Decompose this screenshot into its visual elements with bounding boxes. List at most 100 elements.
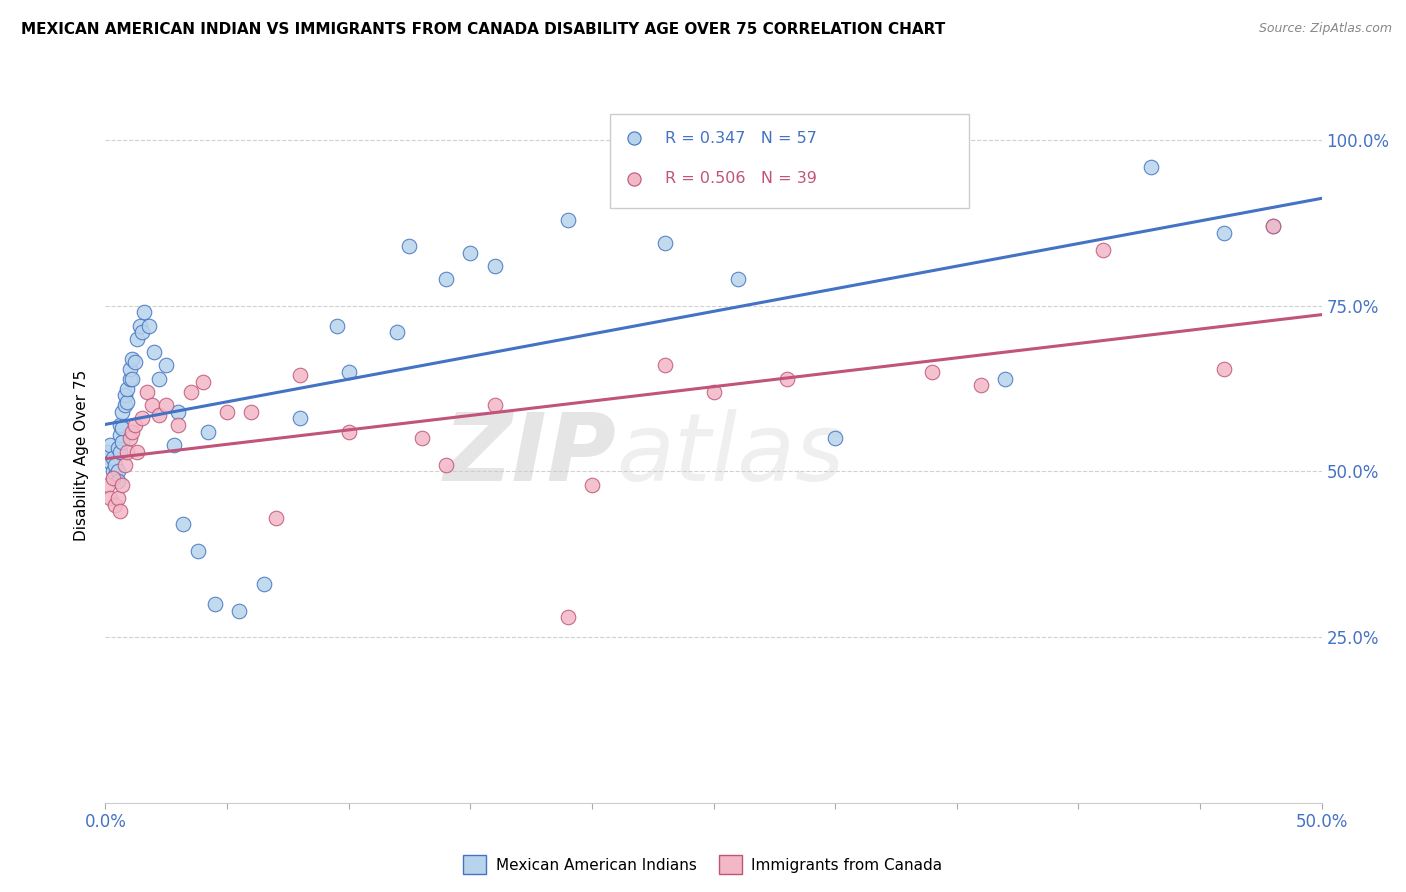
- Text: ZIP: ZIP: [443, 409, 616, 501]
- Point: [118, 431, 141, 445]
- Point: [121, 425, 143, 439]
- Point: [167, 405, 190, 419]
- Point: [994, 372, 1017, 386]
- Point: [118, 372, 141, 386]
- Point: [124, 418, 146, 433]
- FancyBboxPatch shape: [610, 114, 969, 208]
- Text: Source: ZipAtlas.com: Source: ZipAtlas.com: [1258, 22, 1392, 36]
- Point: [134, 305, 156, 319]
- Point: [411, 431, 433, 445]
- Point: [107, 465, 129, 479]
- Point: [107, 475, 129, 489]
- Point: [98, 491, 121, 505]
- Point: [101, 471, 124, 485]
- Point: [148, 408, 170, 422]
- Point: [155, 359, 177, 373]
- Point: [162, 438, 184, 452]
- Point: [1261, 219, 1284, 234]
- Point: [141, 398, 163, 412]
- Point: [143, 345, 166, 359]
- Point: [484, 259, 506, 273]
- Point: [458, 245, 481, 260]
- Point: [104, 458, 127, 472]
- Legend: Mexican American Indians, Immigrants from Canada: Mexican American Indians, Immigrants fro…: [457, 849, 949, 880]
- Point: [288, 368, 311, 383]
- Point: [108, 444, 131, 458]
- Point: [124, 355, 146, 369]
- Point: [114, 458, 136, 472]
- Point: [121, 372, 143, 386]
- Point: [101, 465, 124, 479]
- Text: R = 0.347   N = 57: R = 0.347 N = 57: [665, 131, 817, 146]
- Point: [114, 398, 136, 412]
- Point: [114, 388, 136, 402]
- Point: [101, 451, 124, 466]
- Point: [107, 442, 129, 456]
- Point: [104, 498, 127, 512]
- Point: [557, 610, 579, 624]
- Point: [128, 318, 150, 333]
- Point: [125, 332, 148, 346]
- Point: [111, 477, 134, 491]
- Point: [98, 454, 121, 468]
- Point: [970, 378, 993, 392]
- Text: R = 0.506   N = 39: R = 0.506 N = 39: [665, 171, 817, 186]
- Point: [824, 431, 846, 445]
- Point: [111, 421, 134, 435]
- Point: [125, 444, 148, 458]
- Point: [921, 365, 943, 379]
- Point: [148, 372, 170, 386]
- Point: [240, 405, 263, 419]
- Point: [135, 384, 157, 399]
- Point: [337, 365, 360, 379]
- Point: [204, 597, 226, 611]
- Point: [1213, 226, 1236, 240]
- Point: [118, 361, 141, 376]
- Point: [108, 428, 131, 442]
- Point: [1140, 160, 1163, 174]
- Point: [97, 477, 120, 491]
- Point: [117, 395, 139, 409]
- Point: [252, 577, 274, 591]
- Point: [191, 375, 214, 389]
- Point: [398, 239, 420, 253]
- Point: [727, 272, 749, 286]
- Point: [654, 235, 676, 250]
- Point: [264, 511, 287, 525]
- Point: [702, 384, 725, 399]
- Point: [1091, 243, 1114, 257]
- Point: [111, 405, 134, 419]
- Point: [197, 425, 219, 439]
- Point: [325, 318, 347, 333]
- Point: [138, 318, 160, 333]
- Point: [288, 411, 311, 425]
- Text: MEXICAN AMERICAN INDIAN VS IMMIGRANTS FROM CANADA DISABILITY AGE OVER 75 CORRELA: MEXICAN AMERICAN INDIAN VS IMMIGRANTS FR…: [21, 22, 945, 37]
- Point: [98, 438, 121, 452]
- Point: [107, 491, 129, 505]
- Point: [775, 372, 797, 386]
- Point: [104, 467, 127, 482]
- Point: [434, 458, 457, 472]
- Point: [111, 434, 134, 449]
- Point: [557, 212, 579, 227]
- Point: [187, 544, 209, 558]
- Point: [117, 444, 139, 458]
- Point: [228, 604, 250, 618]
- Point: [484, 398, 506, 412]
- Point: [387, 326, 409, 340]
- Point: [172, 517, 194, 532]
- Point: [121, 351, 143, 366]
- Text: atlas: atlas: [616, 409, 845, 500]
- Y-axis label: Disability Age Over 75: Disability Age Over 75: [75, 369, 90, 541]
- Point: [97, 444, 120, 458]
- Point: [217, 405, 239, 419]
- Point: [180, 384, 202, 399]
- Point: [131, 411, 153, 425]
- Point: [1153, 163, 1175, 178]
- Point: [1213, 361, 1236, 376]
- Point: [581, 477, 603, 491]
- Point: [337, 425, 360, 439]
- Point: [1261, 219, 1284, 234]
- Point: [654, 359, 676, 373]
- Point: [1153, 202, 1175, 216]
